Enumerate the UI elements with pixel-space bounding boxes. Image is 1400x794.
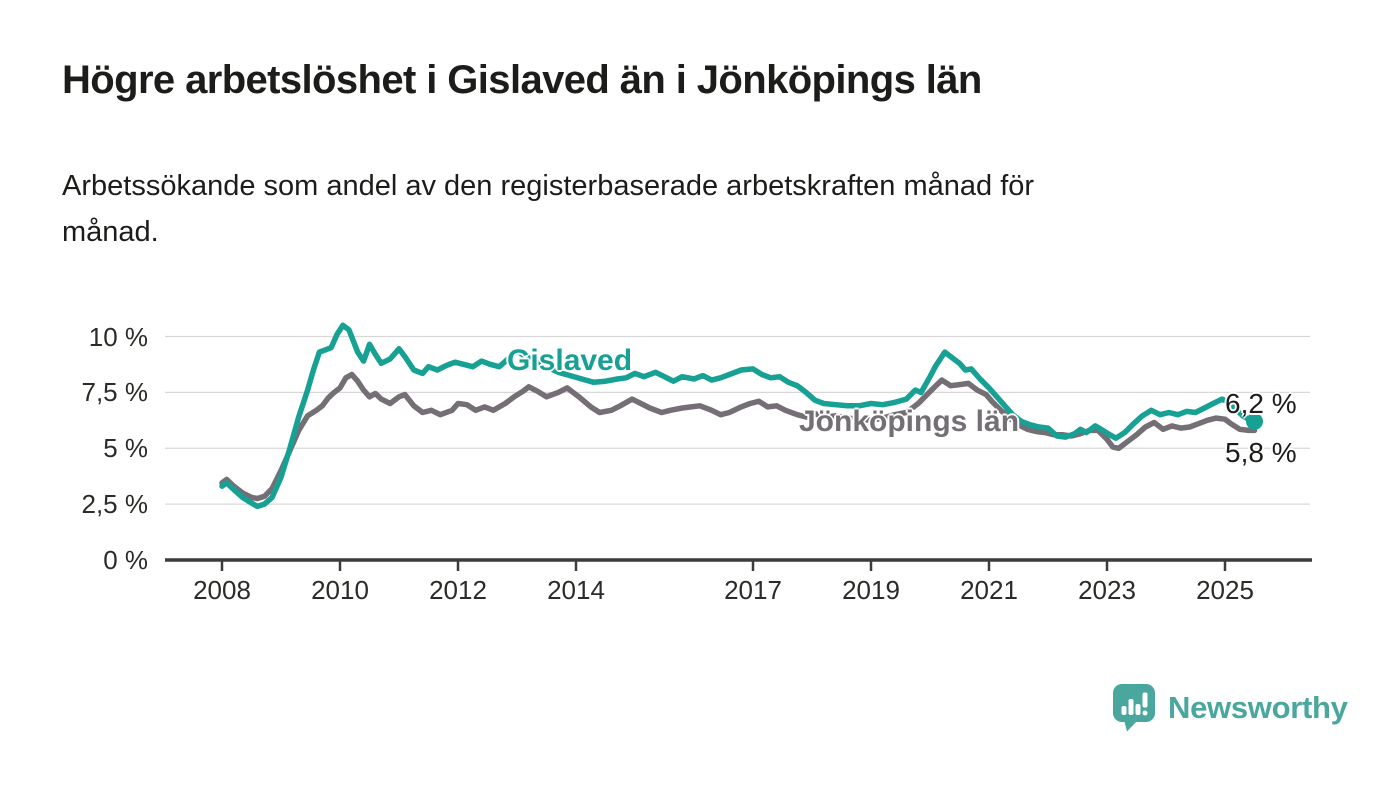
x-axis-tick-label: 2008	[193, 575, 251, 605]
chart-subtitle-line2: månad.	[62, 216, 159, 248]
x-axis-tick-label: 2019	[842, 575, 900, 605]
y-axis-tick-label: 10 %	[88, 321, 148, 352]
x-axis-tick-label: 2014	[547, 575, 605, 605]
end-value-label-gislaved: 6,2 %	[1225, 388, 1297, 419]
newsworthy-logo-text: Newsworthy	[1168, 690, 1348, 725]
x-axis-tick-label: 2023	[1078, 575, 1136, 605]
newsworthy-branding: Newsworthy	[1113, 684, 1348, 732]
x-axis-tick-label: 2017	[724, 575, 782, 605]
chart-subtitle-line1: Arbetssökande som andel av den registerb…	[62, 170, 1035, 202]
y-axis-tick-label: 5 %	[103, 433, 148, 464]
end-value-label-jonkopings-lan: 5,8 %	[1225, 437, 1297, 468]
y-axis-tick-label: 0 %	[103, 545, 148, 575]
x-axis-tick-label: 2021	[960, 575, 1018, 605]
series-end-dot	[1246, 412, 1263, 430]
x-axis-tick-label: 2010	[311, 575, 369, 605]
y-axis-tick-label: 2,5 %	[81, 489, 149, 520]
page-title: Högre arbetslöshet i Gislaved än i Jönkö…	[62, 58, 982, 102]
series-label-jonkopings-lan: Jönköpings län	[799, 405, 1020, 438]
x-axis-tick-label: 2025	[1196, 575, 1254, 605]
newsworthy-logo-icon	[1113, 684, 1155, 732]
y-axis-tick-label: 7,5 %	[81, 377, 149, 408]
chart-subtitle: Arbetssökande som andel av den registerb…	[62, 163, 1034, 255]
series-line-gislaved	[219, 322, 1258, 510]
series-line-j-nk-pings-l-n	[219, 371, 1258, 502]
x-axis-tick-label: 2012	[429, 575, 487, 605]
series-label-gislaved: Gislaved	[507, 344, 633, 377]
